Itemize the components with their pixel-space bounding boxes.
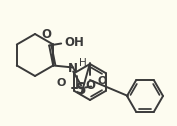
Text: O: O	[57, 77, 66, 87]
Text: N: N	[68, 62, 78, 75]
Text: O: O	[41, 28, 51, 41]
Text: H: H	[79, 58, 86, 69]
Text: O: O	[97, 76, 107, 87]
Text: S: S	[76, 82, 86, 97]
Text: OH: OH	[64, 36, 84, 49]
Text: O: O	[85, 79, 95, 92]
